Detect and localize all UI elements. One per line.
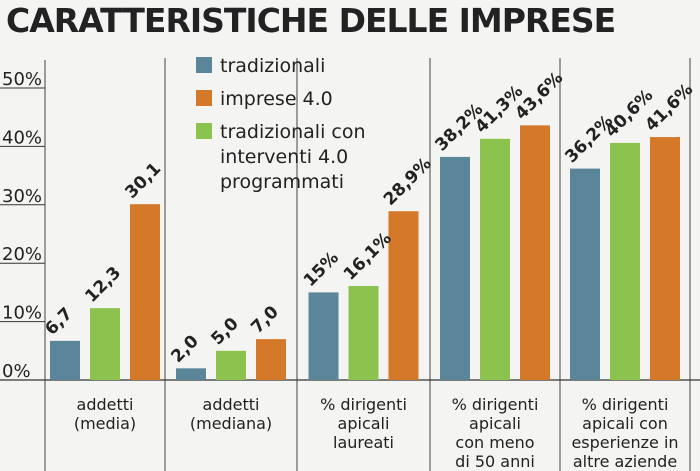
legend-swatch: [196, 57, 212, 73]
x-tick-label: % dirigenti apicali con esperienze in altre…: [571, 395, 678, 471]
legend-swatch: [196, 123, 212, 139]
bar: [520, 125, 550, 380]
bar: [480, 138, 510, 380]
y-tick-label: 10%: [2, 303, 42, 324]
x-tick-label: % dirigenti apicali con meno di 50 anni: [452, 395, 539, 471]
y-tick-label: 0%: [2, 361, 31, 382]
x-tick-label: % dirigenti apicali laureati: [320, 395, 407, 452]
bar: [610, 142, 640, 380]
bar: [388, 211, 419, 380]
bar: [90, 308, 120, 380]
legend-label: tradizionali: [220, 55, 325, 77]
legend-swatch: [196, 90, 212, 106]
bar: [256, 339, 286, 380]
x-tick-label: addetti (mediana): [190, 395, 272, 433]
bar: [570, 168, 600, 380]
bar: [130, 204, 160, 380]
y-tick-label: 40%: [2, 127, 42, 148]
legend-label: tradizionali con interventi 4.0 programmat…: [220, 121, 366, 193]
bar: [440, 156, 470, 380]
bar: [216, 350, 246, 380]
bar: [650, 137, 680, 380]
legend-label: imprese 4.0: [220, 88, 333, 110]
bar: [176, 368, 206, 380]
chart-title: CARATTERISTICHE DELLE IMPRESE: [6, 1, 615, 40]
bar: [50, 340, 80, 380]
y-tick-label: 50%: [2, 69, 42, 90]
bar: [308, 292, 339, 380]
y-tick-label: 20%: [2, 244, 42, 265]
x-tick-label: addetti (media): [74, 395, 136, 433]
bar: [348, 285, 379, 380]
y-tick-label: 30%: [2, 186, 42, 207]
